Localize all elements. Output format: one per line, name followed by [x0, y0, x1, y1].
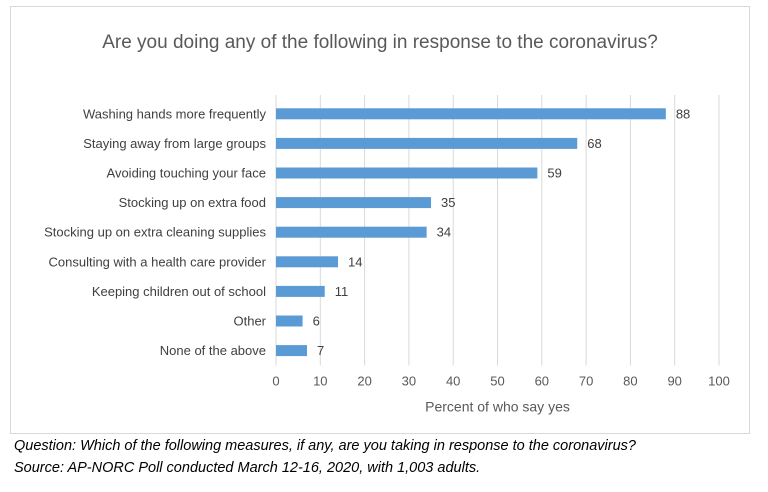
- x-tick-label: 0: [272, 373, 279, 388]
- x-tick-label: 20: [357, 373, 371, 388]
- x-tick-label: 90: [667, 373, 681, 388]
- x-tick-label: 70: [579, 373, 593, 388]
- data-label: 14: [348, 254, 362, 269]
- category-label: None of the above: [160, 343, 266, 358]
- source-caption: Source: AP-NORC Poll conducted March 12-…: [14, 460, 481, 476]
- data-label: 7: [317, 343, 324, 358]
- x-tick-label: 60: [535, 373, 549, 388]
- chart-frame: Are you doing any of the following in re…: [10, 6, 750, 434]
- bar: [276, 285, 325, 297]
- data-label: 6: [313, 314, 320, 329]
- data-label: 68: [587, 136, 601, 151]
- x-tick-label: 100: [708, 373, 730, 388]
- data-label: 11: [335, 284, 349, 299]
- data-label: 88: [676, 106, 690, 121]
- bar: [276, 108, 666, 120]
- category-label: Keeping children out of school: [92, 284, 266, 299]
- bar: [276, 167, 538, 179]
- category-label: Stocking up on extra cleaning supplies: [44, 225, 266, 240]
- bar: [276, 137, 578, 149]
- x-axis-title: Percent of who say yes: [425, 398, 570, 414]
- x-tick-label: 30: [402, 373, 416, 388]
- x-tick-label: 10: [313, 373, 327, 388]
- data-label: 35: [441, 195, 455, 210]
- x-tick-label: 40: [446, 373, 460, 388]
- data-label: 34: [437, 225, 451, 240]
- chart-title: Are you doing any of the following in re…: [102, 32, 658, 53]
- category-label: Washing hands more frequently: [83, 106, 267, 121]
- category-label: Other: [233, 314, 266, 329]
- category-label: Staying away from large groups: [83, 136, 266, 151]
- bar: [276, 315, 303, 327]
- bar: [276, 345, 308, 357]
- x-tick-label: 80: [623, 373, 637, 388]
- bar: [276, 226, 427, 238]
- bar: [276, 256, 339, 268]
- bar: [276, 197, 432, 209]
- x-tick-label: 50: [490, 373, 504, 388]
- bar-chart-plot: 0 10 20 30 40 50 60 70 80 90 100 Washing hands more…: [44, 95, 730, 414]
- category-label: Consulting with a health care provider: [48, 254, 266, 269]
- category-label: Stocking up on extra food: [119, 195, 266, 210]
- category-label: Avoiding touching your face: [107, 166, 266, 181]
- data-label: 59: [547, 166, 561, 181]
- question-caption: Question: Which of the following measure…: [14, 438, 636, 454]
